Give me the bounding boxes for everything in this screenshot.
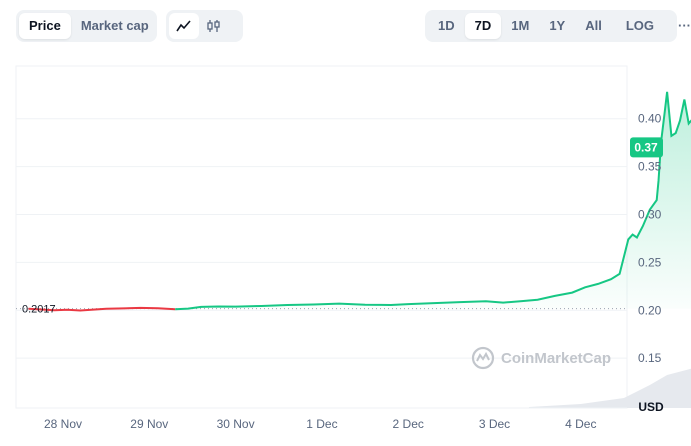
price-line-below-baseline — [28, 306, 176, 312]
y-tick-label: 0.35 — [638, 160, 662, 174]
volume-area — [529, 368, 691, 408]
x-tick-label: 30 Nov — [217, 417, 255, 431]
y-tick-label: 0.25 — [638, 255, 662, 269]
y-axis: 0.40 0.35 0.30 0.25 0.20 0.15 — [638, 112, 662, 365]
watermark: CoinMarketCap — [471, 346, 611, 370]
x-tick-label: 2 Dec — [393, 417, 424, 431]
price-line-above-baseline — [175, 91, 691, 311]
chart-toolbar: Price Market cap 1D 7D 1M 1Y All LOG ··· — [14, 8, 691, 44]
line-chart-icon — [176, 20, 191, 32]
y-tick-label: 0.15 — [638, 351, 662, 365]
range-all[interactable]: All — [585, 18, 602, 33]
more-options-button[interactable]: ··· — [678, 18, 691, 33]
x-tick-label: 28 Nov — [44, 417, 82, 431]
candlestick-button[interactable] — [199, 13, 229, 39]
tab-market-cap[interactable]: Market cap — [80, 18, 149, 33]
x-tick-label: 1 Dec — [306, 417, 337, 431]
chart-grid — [15, 65, 628, 409]
x-tick-label: 3 Dec — [479, 417, 510, 431]
x-tick-label: 29 Nov — [130, 417, 168, 431]
chart-type-toggle — [166, 10, 243, 42]
x-axis: 28 Nov 29 Nov 30 Nov 1 Dec 2 Dec 3 Dec 4 Dec — [16, 407, 627, 431]
range-1y[interactable]: 1Y — [549, 18, 566, 33]
price-area — [175, 91, 691, 309]
y-tick-label: 0.20 — [638, 303, 662, 317]
tab-price[interactable]: Price — [19, 13, 71, 39]
y-tick-label: 0.40 — [638, 112, 662, 126]
candlestick-icon — [207, 20, 220, 32]
baseline-label: 0.2017 — [22, 304, 56, 316]
watermark-text: CoinMarketCap — [501, 349, 612, 367]
coinmarketcap-logo-icon — [471, 346, 495, 370]
range-1d[interactable]: 1D — [438, 18, 455, 33]
current-price-badge-bg — [630, 137, 663, 158]
line-chart-button[interactable] — [169, 13, 199, 39]
metric-toggle: Price Market cap — [16, 10, 157, 42]
current-price-label: 0.37 — [634, 140, 658, 154]
y-tick-label: 0.30 — [638, 207, 662, 221]
volume-bars — [529, 368, 691, 408]
range-7d[interactable]: 7D — [464, 13, 502, 39]
range-toggle: 1D 7D 1M 1Y All LOG ··· — [425, 10, 691, 42]
range-1m[interactable]: 1M — [511, 18, 530, 33]
current-price-badge: 0.37 — [630, 137, 663, 158]
log-button[interactable]: LOG — [625, 18, 655, 33]
y-axis-unit: USD — [638, 400, 664, 414]
x-tick-label: 4 Dec — [565, 417, 596, 431]
